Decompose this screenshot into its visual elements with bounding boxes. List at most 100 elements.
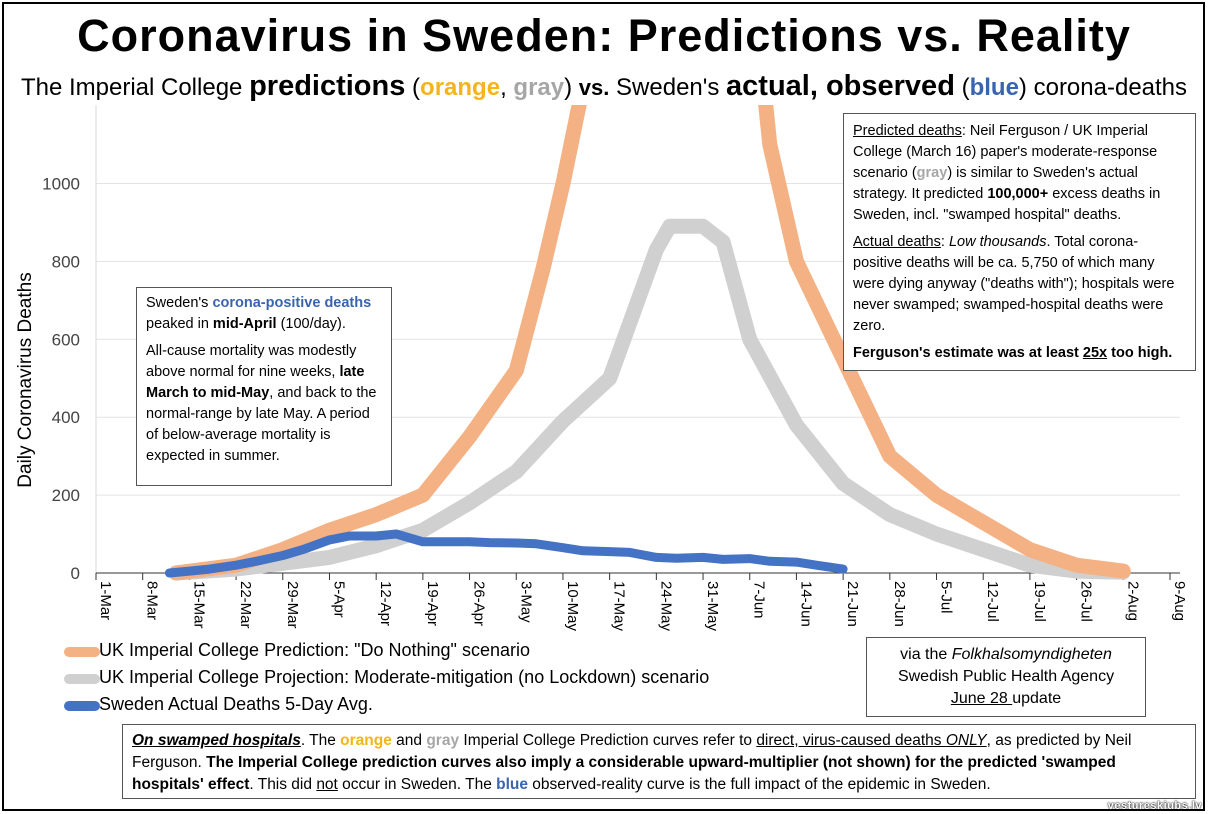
annotation-box-peak: Sweden's corona-positive deaths peaked i… <box>136 287 392 486</box>
annot-blue-text: corona-positive deaths <box>212 295 372 311</box>
x-tick-label: 1-Mar <box>97 581 114 620</box>
subtitle-gray: gray <box>513 74 565 101</box>
subtitle-blue: blue <box>969 74 1019 101</box>
footnote-italic-text: ONLY <box>945 732 987 749</box>
x-tick-label: 7-Jun <box>751 581 768 619</box>
x-tick-label: 31-May <box>704 581 721 632</box>
annot-bold-underline-text: 25x <box>1082 345 1108 361</box>
y-tick-label: 600 <box>52 330 80 349</box>
subtitle-actual: actual, observed <box>726 70 955 102</box>
annot-text: peaked in <box>146 316 213 332</box>
footnote-gray-text: gray <box>426 732 460 749</box>
subtitle-part1: The Imperial College <box>20 74 243 101</box>
x-tick-label: 22-Mar <box>237 581 254 629</box>
footnote-bold-text: The Imperial College prediction curves a… <box>132 754 1116 793</box>
chart-subtitle: The Imperial College predictions (orange… <box>0 70 1208 103</box>
y-tick-label: 400 <box>52 408 80 427</box>
x-tick-label: 2-Aug <box>1124 581 1141 621</box>
annot-bold-text: late March to mid-May <box>146 364 365 401</box>
x-tick-labels: 1-Mar 8-Mar 15-Mar 22-Mar 29-Mar 5-Apr 12-Apr 1… <box>97 581 1188 632</box>
x-tick-label: 19-Apr <box>424 581 441 626</box>
footnote-text: . This did <box>249 776 317 793</box>
series-line-0 <box>168 105 1131 581</box>
annot-bold-text: mid-April <box>212 316 277 332</box>
annot-italic-text: Low thousands <box>948 234 1047 250</box>
source-text: update <box>1012 690 1062 707</box>
subtitle-predictions: predictions <box>249 70 406 102</box>
annot-text: : <box>940 234 949 250</box>
legend-label: UK Imperial College Prediction: "Do Noth… <box>99 640 530 660</box>
annot-text: . Total corona-positive deaths will be c… <box>853 234 1175 334</box>
legend-swatch-blue <box>64 701 100 711</box>
y-tick-label: 200 <box>52 486 80 505</box>
annotation-mortality-text: All-cause mortality was modestly above n… <box>146 341 382 467</box>
footnote-underline-text: direct, virus-caused deaths <box>756 732 946 749</box>
x-tick-label: 10-May <box>564 581 581 632</box>
x-tick-label: 17-May <box>611 581 628 632</box>
source-line-1: via the Folkhalsomyndigheten <box>867 644 1145 666</box>
annot-text: : Neil Ferguson / UK Imperial College (M… <box>853 123 1158 181</box>
subtitle-vs: vs. <box>578 75 610 100</box>
annot-gray-text: gray <box>916 165 948 181</box>
x-tick-label: 5-Apr <box>330 581 347 618</box>
annot-text: , and back to the normal-range by late M… <box>146 385 377 464</box>
x-tick-label: 29-Mar <box>284 581 301 629</box>
x-tick-label: 15-Mar <box>190 581 207 629</box>
axes <box>95 105 1180 580</box>
footnote-orange-text: orange <box>340 732 392 749</box>
x-tick-label: 26-Apr <box>471 581 488 626</box>
source-text: via the <box>900 646 952 663</box>
series-group <box>164 105 1131 581</box>
annot-text: All-cause mortality was modestly above n… <box>146 343 357 380</box>
chart-title: Coronavirus in Sweden: Predictions vs. R… <box>77 10 1131 61</box>
watermark-credit: vestureskiubs.lv <box>1107 800 1202 812</box>
legend-label: Sweden Actual Deaths 5-Day Avg. <box>99 694 373 714</box>
subtitle-comma: , <box>500 74 514 101</box>
y-tick-labels: 0 200 400 600 800 1000 <box>42 175 80 584</box>
subtitle-paren-open2: ( <box>954 74 970 101</box>
subtitle-paren-open: ( <box>405 74 421 101</box>
subtitle-part2: Sweden's <box>609 74 727 101</box>
source-line-3: June 28 update <box>867 688 1145 710</box>
annot-bold-text: too high. <box>1107 345 1173 361</box>
footnote-text: . The <box>300 732 341 749</box>
x-tick-label: 24-May <box>657 581 674 632</box>
x-tick-label: 8-Mar <box>144 581 161 620</box>
annotation-peak-text: Sweden's corona-positive deaths peaked i… <box>146 293 382 335</box>
footnote-text: , as predicted by Neil Ferguson. <box>132 732 1132 771</box>
subtitle-paren-close2: ) <box>1018 74 1034 101</box>
annot-bold-text: Ferguson's estimate was at least <box>853 345 1083 361</box>
source-box: via the Folkhalsomyndigheten Swedish Pub… <box>866 637 1146 717</box>
footnote-heading: On swamped hospitals <box>132 732 301 749</box>
y-tick-label: 800 <box>52 252 80 271</box>
footnote-underline-text: not <box>316 776 338 793</box>
annotation-predicted-text: Predicted deaths: Neil Ferguson / UK Imp… <box>853 121 1186 226</box>
annot-text: excess deaths in Sweden, incl. "swamped … <box>853 186 1161 223</box>
y-tick-label: 1000 <box>42 175 80 194</box>
annotation-estimate-text: Ferguson's estimate was at least 25x too… <box>853 343 1186 364</box>
x-tick-label: 12-Jul <box>984 581 1001 622</box>
x-tick-label: 28-Jun <box>891 581 908 627</box>
annotation-actual-text: Actual deaths: Low thousands. Total coro… <box>853 232 1186 337</box>
x-tick-label: 19-Jul <box>1031 581 1048 622</box>
x-tick-label: 26-Jul <box>1078 581 1095 622</box>
annot-underline-text: Predicted deaths <box>853 123 962 139</box>
footnote-blue-text: blue <box>496 776 528 793</box>
x-tick-label: 21-Jun <box>844 581 861 627</box>
annot-text: ) is similar to Sweden's actual strategy… <box>853 165 1138 202</box>
subtitle-paren-close: ) <box>564 74 579 101</box>
footnote-text: and <box>391 732 427 749</box>
annot-bold-text: 100,000+ <box>987 186 1049 202</box>
y-tick-label: 0 <box>71 564 80 583</box>
source-agency-name: Folkhalsomyndigheten <box>951 646 1112 663</box>
series-line-1 <box>168 218 1131 581</box>
source-line-2: Swedish Public Health Agency <box>897 668 1115 685</box>
subtitle-orange: orange <box>420 74 501 101</box>
footnote-text: Imperial College Prediction curves refer… <box>459 732 757 749</box>
x-tick-label: 5-Jul <box>938 581 955 614</box>
footnote-text: observed-reality curve is the full impac… <box>528 776 991 793</box>
x-tick-label: 12-Apr <box>377 581 394 626</box>
series-line-2 <box>164 529 848 578</box>
footnote-box: On swamped hospitals. The orange and gra… <box>122 724 1196 799</box>
